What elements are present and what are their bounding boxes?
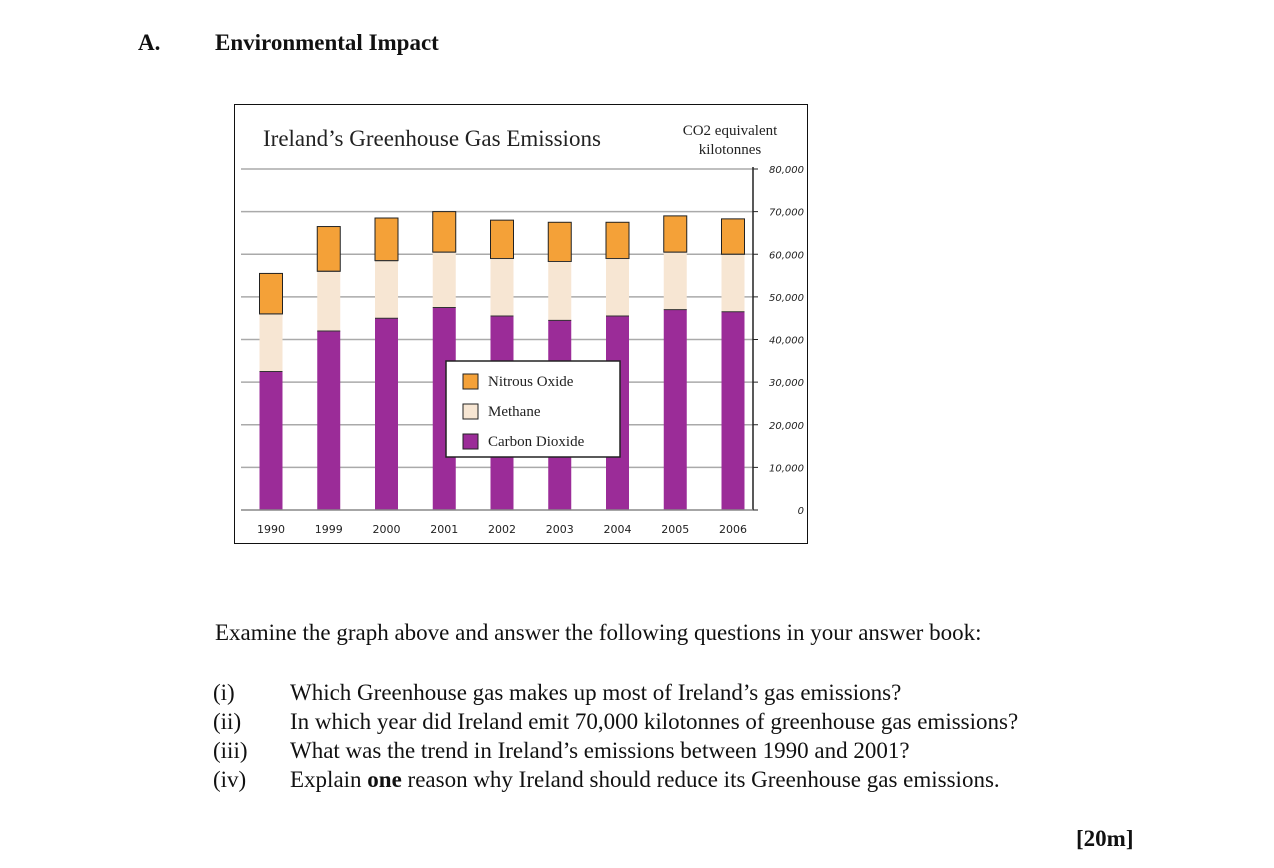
legend-label: Methane [488, 404, 541, 420]
y-tick-label: 70,000 [769, 208, 804, 219]
y-tick-label: 10,000 [769, 463, 804, 474]
bar-segment [316, 226, 341, 272]
section-title: Environmental Impact [215, 30, 439, 55]
question-number: (iv) [213, 767, 247, 792]
question-emphasis: one [367, 767, 402, 792]
bar-segment [432, 211, 457, 253]
x-tick-label: 2005 [661, 523, 689, 536]
x-tick-label: 2000 [373, 523, 401, 536]
question-text-end: reason why Ireland should reduce its Gre… [401, 767, 1000, 792]
y-tick-label: 20,000 [769, 421, 804, 432]
x-tick-label: 2001 [430, 523, 458, 536]
bar-segment [663, 309, 687, 510]
x-tick-label: 2006 [719, 523, 747, 536]
x-tick-label: 2002 [488, 523, 516, 536]
bar-segment [548, 261, 572, 321]
bar-segment [721, 218, 745, 255]
y-tick-label: 0 [798, 506, 804, 517]
x-tick-label: 2004 [604, 523, 632, 536]
bar-segment [490, 219, 514, 260]
bar-segment [663, 215, 688, 253]
bar-segment [259, 313, 283, 372]
question-text-start: Explain [290, 767, 368, 792]
bar-segment [547, 221, 572, 262]
bar-segment [605, 221, 630, 260]
instruction-text: Examine the graph above and answer the f… [215, 620, 982, 645]
y-tick-label: 60,000 [769, 250, 804, 261]
y-tick-label: 50,000 [769, 293, 804, 304]
chart-title: Ireland’s Greenhouse Gas Emissions [263, 126, 601, 151]
legend: Nitrous Oxide Methane Carbon Dioxide [445, 360, 621, 458]
bar-segment [663, 252, 687, 310]
y-tick-label: 40,000 [769, 336, 804, 347]
bar-segment [606, 258, 629, 317]
legend-label: Carbon Dioxide [488, 434, 585, 450]
axes: 0 10,000 20,000 30,000 40,000 50,000 60,000 70,… [241, 165, 804, 536]
section-letter: A. [138, 30, 161, 55]
x-tick-label: 1999 [315, 523, 343, 536]
legend-label: Nitrous Oxide [488, 374, 574, 390]
y-unit-line1: CO2 equivalent [683, 123, 778, 139]
bar-segment [375, 260, 398, 319]
question-text: In which year did Ireland emit 70,000 ki… [290, 709, 1019, 734]
chart-frame: Ireland’s Greenhouse Gas Emissions CO2 e… [234, 104, 808, 544]
bar-segment [432, 252, 456, 308]
bar-segment [317, 330, 341, 510]
question-text: What was the trend in Ireland’s emission… [290, 738, 910, 763]
x-tick-label: 1990 [257, 523, 285, 536]
bar-segment [432, 307, 456, 510]
emissions-chart: Ireland’s Greenhouse Gas Emissions CO2 e… [241, 123, 804, 536]
y-unit-line2: kilotonnes [699, 142, 762, 158]
y-tick-label: 30,000 [769, 378, 804, 389]
marks-label: [20m] [1076, 826, 1134, 851]
bar-segment [317, 271, 341, 331]
legend-swatch [462, 403, 479, 420]
bar-segment [490, 258, 514, 317]
legend-swatch [462, 433, 479, 450]
y-tick-label: 80,000 [769, 165, 804, 176]
x-tick-label: 2003 [546, 523, 574, 536]
question-number: (i) [213, 680, 235, 705]
bar-segment [721, 254, 745, 312]
bar-segment [374, 217, 399, 262]
legend-swatch [462, 373, 479, 390]
bar-segment [259, 272, 283, 315]
question-number: (ii) [213, 709, 242, 734]
question-number: (iii) [213, 738, 248, 763]
bar-segment [259, 371, 283, 510]
bar-segment [721, 311, 745, 510]
bar-segment [375, 318, 398, 510]
question-text: Explain one reason why Ireland should re… [290, 767, 1000, 793]
question-text: Which Greenhouse gas makes up most of Ir… [290, 680, 902, 705]
